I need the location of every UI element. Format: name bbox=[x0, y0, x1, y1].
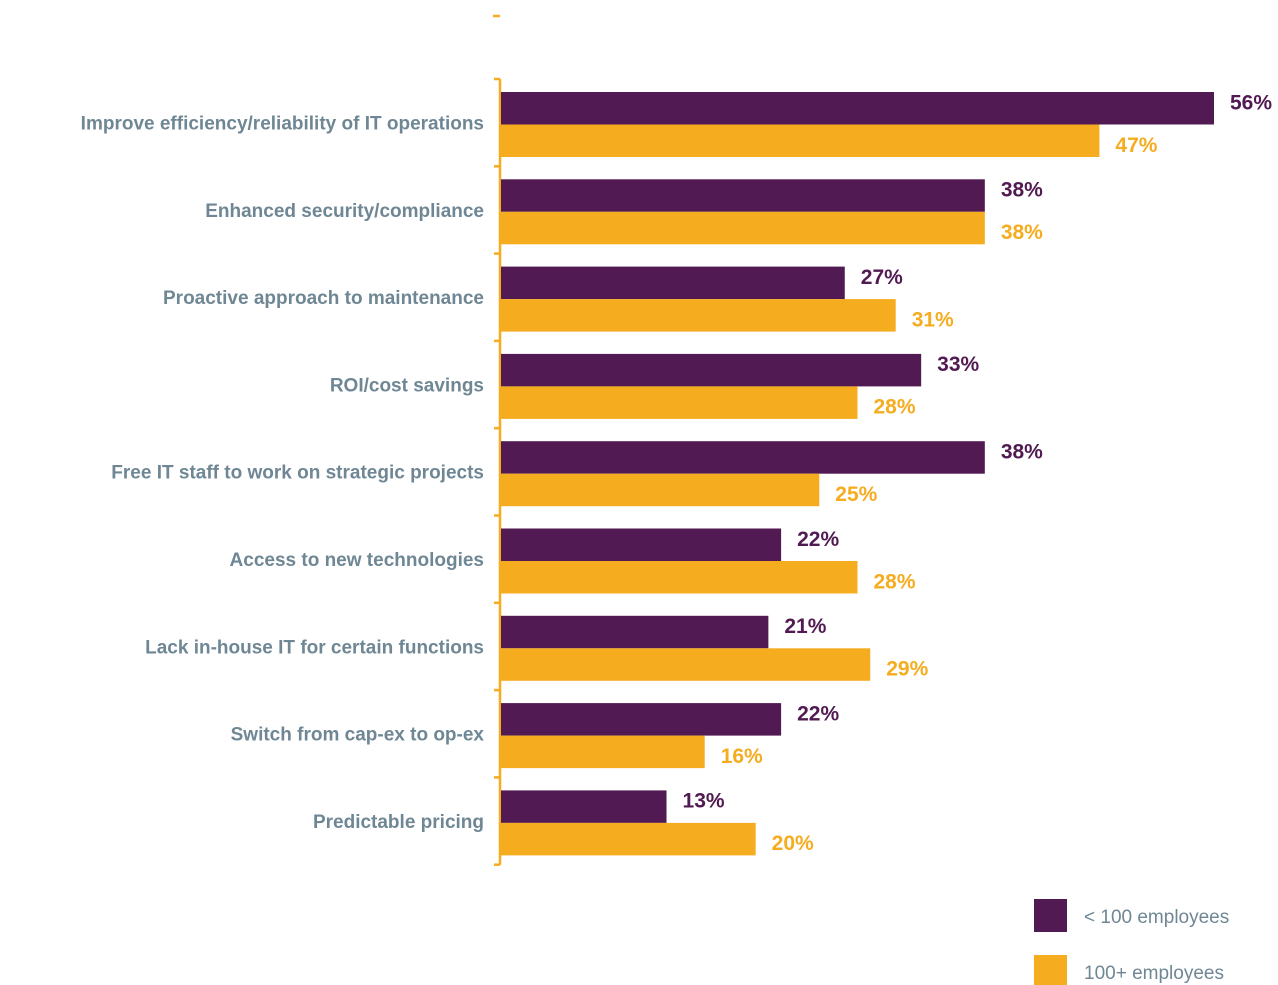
data-label: 13% bbox=[683, 790, 725, 813]
data-label: 33% bbox=[937, 353, 979, 376]
bar-100-plus bbox=[501, 124, 1100, 157]
category-label: Proactive approach to maintenance bbox=[163, 288, 484, 309]
data-label: 22% bbox=[797, 702, 839, 725]
legend-label: 100+ employees bbox=[1084, 963, 1224, 984]
category-label: ROI/cost savings bbox=[330, 375, 484, 396]
bar-100-plus bbox=[501, 473, 820, 507]
data-label: 20% bbox=[772, 832, 814, 855]
bar-under-100 bbox=[501, 353, 922, 387]
category-label: Predictable pricing bbox=[313, 812, 484, 833]
data-label: 27% bbox=[861, 266, 903, 289]
labels: Improve efficiency/reliability of IT ope… bbox=[81, 91, 1273, 855]
bars bbox=[501, 92, 1214, 856]
data-label: 22% bbox=[797, 528, 839, 551]
category-label: Access to new technologies bbox=[230, 550, 484, 571]
bar-under-100 bbox=[501, 528, 782, 561]
bar-under-100 bbox=[501, 179, 985, 212]
data-label: 28% bbox=[874, 570, 916, 593]
data-label: 38% bbox=[1001, 221, 1043, 244]
data-label: 47% bbox=[1115, 134, 1157, 157]
category-label: Enhanced security/compliance bbox=[205, 201, 484, 222]
data-label: 21% bbox=[784, 615, 826, 638]
data-label: 25% bbox=[835, 483, 877, 506]
category-label: Switch from cap-ex to op-ex bbox=[231, 725, 485, 746]
data-label: 31% bbox=[912, 308, 954, 331]
bar-100-plus bbox=[501, 822, 756, 856]
bar-100-plus bbox=[501, 211, 985, 245]
bar-100-plus bbox=[501, 735, 705, 769]
bar-100-plus bbox=[501, 299, 896, 332]
legend-label: < 100 employees bbox=[1084, 907, 1229, 928]
category-label: Free IT staff to work on strategic proje… bbox=[111, 463, 484, 484]
data-label: 28% bbox=[874, 396, 916, 419]
data-label: 38% bbox=[1001, 440, 1043, 463]
bar-under-100 bbox=[501, 790, 667, 823]
axis bbox=[493, 14, 502, 866]
data-label: 29% bbox=[886, 658, 928, 681]
bar-under-100 bbox=[501, 441, 985, 474]
bar-100-plus bbox=[501, 386, 858, 419]
category-label: Improve efficiency/reliability of IT ope… bbox=[81, 114, 484, 135]
bar-under-100 bbox=[501, 266, 845, 300]
bar-under-100 bbox=[501, 92, 1214, 125]
legend-swatch-100-plus bbox=[1034, 955, 1067, 985]
category-label: Lack in-house IT for certain functions bbox=[145, 637, 484, 658]
bar-under-100 bbox=[501, 615, 769, 649]
legend-swatch-under-100 bbox=[1034, 899, 1067, 932]
data-label: 56% bbox=[1230, 91, 1272, 114]
bar-under-100 bbox=[501, 703, 782, 736]
data-label: 16% bbox=[721, 745, 763, 768]
bar-100-plus bbox=[501, 561, 858, 594]
data-label: 38% bbox=[1001, 179, 1043, 202]
legend: < 100 employees 100+ employees bbox=[1034, 899, 1229, 985]
bar-100-plus bbox=[501, 648, 871, 681]
